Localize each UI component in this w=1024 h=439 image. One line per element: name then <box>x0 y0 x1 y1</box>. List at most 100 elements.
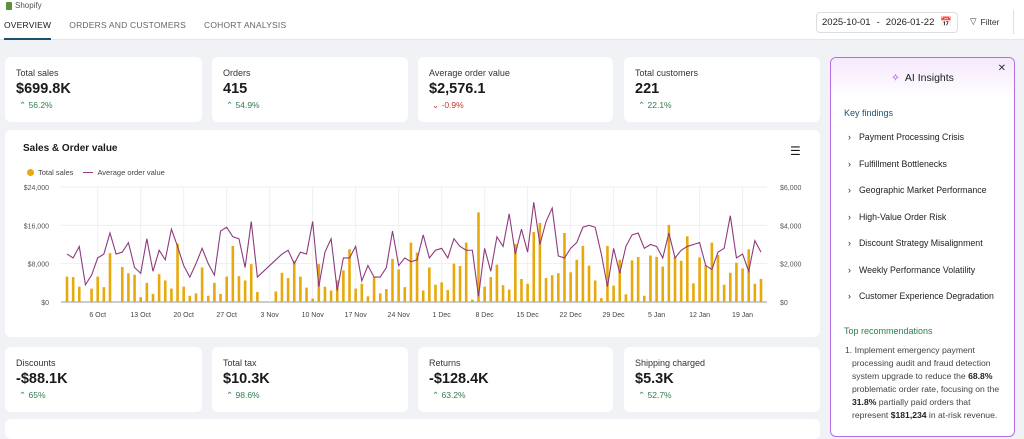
bar-total-sales[interactable] <box>612 285 615 302</box>
bar-total-sales[interactable] <box>716 255 720 302</box>
bar-total-sales[interactable] <box>65 276 69 302</box>
bar-total-sales[interactable] <box>649 255 652 302</box>
bar-total-sales[interactable] <box>90 288 93 302</box>
finding-item[interactable]: › Customer Experience Degradation <box>831 283 1014 310</box>
bar-total-sales[interactable] <box>323 286 327 302</box>
bar-total-sales[interactable] <box>342 270 345 302</box>
bar-total-sales[interactable] <box>163 280 167 302</box>
bar-total-sales[interactable] <box>679 260 683 302</box>
bar-total-sales[interactable] <box>692 283 695 302</box>
bar-total-sales[interactable] <box>139 297 142 302</box>
bar-total-sales[interactable] <box>151 293 155 302</box>
bar-total-sales[interactable] <box>741 268 744 302</box>
bar-total-sales[interactable] <box>102 287 106 302</box>
bar-total-sales[interactable] <box>698 257 701 302</box>
bar-total-sales[interactable] <box>753 283 757 302</box>
bar-total-sales[interactable] <box>120 267 124 302</box>
bar-total-sales[interactable] <box>206 295 210 302</box>
bar-total-sales[interactable] <box>477 212 480 302</box>
bar-total-sales[interactable] <box>563 233 566 302</box>
bar-total-sales[interactable] <box>520 279 523 302</box>
finding-item[interactable]: › Geographic Market Performance <box>831 177 1014 204</box>
bar-total-sales[interactable] <box>630 260 634 302</box>
bar-total-sales[interactable] <box>213 282 216 302</box>
finding-item[interactable]: › Discount Strategy Misalignment <box>831 230 1014 257</box>
bar-total-sales[interactable] <box>96 276 100 302</box>
bar-total-sales[interactable] <box>170 288 173 302</box>
bar-total-sales[interactable] <box>722 284 726 302</box>
date-start[interactable]: 2025-10-01 <box>822 17 871 28</box>
bar-total-sales[interactable] <box>636 256 640 302</box>
finding-item[interactable]: › Weekly Performance Volatility <box>831 257 1014 284</box>
menu-icon[interactable]: ☰ <box>790 144 801 158</box>
bar-total-sales[interactable] <box>127 273 130 302</box>
bar-total-sales[interactable] <box>673 256 677 302</box>
bar-total-sales[interactable] <box>735 262 738 302</box>
bar-total-sales[interactable] <box>600 298 603 302</box>
bar-total-sales[interactable] <box>372 277 376 302</box>
bar-total-sales[interactable] <box>176 243 179 302</box>
bar-total-sales[interactable] <box>471 299 474 302</box>
bar-total-sales[interactable] <box>704 265 708 302</box>
finding-item[interactable]: › Payment Processing Crisis <box>831 124 1014 151</box>
bar-total-sales[interactable] <box>243 280 247 302</box>
bar-total-sales[interactable] <box>587 265 591 302</box>
legend-aov[interactable]: Average order value <box>97 168 165 177</box>
bar-total-sales[interactable] <box>354 288 357 302</box>
bar-total-sales[interactable] <box>348 249 351 302</box>
bar-total-sales[interactable] <box>452 263 456 302</box>
bar-total-sales[interactable] <box>219 293 222 302</box>
bar-total-sales[interactable] <box>507 289 511 302</box>
bar-total-sales[interactable] <box>557 273 560 302</box>
finding-item[interactable]: › High-Value Order Risk <box>831 204 1014 231</box>
bar-total-sales[interactable] <box>415 252 419 302</box>
bar-total-sales[interactable] <box>133 274 136 302</box>
bar-total-sales[interactable] <box>446 290 450 302</box>
bar-total-sales[interactable] <box>759 279 763 302</box>
bar-total-sales[interactable] <box>360 283 364 302</box>
date-range-picker[interactable]: 2025-10-01 - 2026-01-22 📅 <box>816 12 958 33</box>
bar-total-sales[interactable] <box>544 278 548 302</box>
tab-cohort-analysis[interactable]: COHORT ANALYSIS <box>204 20 287 30</box>
bar-total-sales[interactable] <box>428 267 431 303</box>
bar-total-sales[interactable] <box>292 260 296 302</box>
bar-total-sales[interactable] <box>575 259 579 302</box>
bar-total-sales[interactable] <box>686 236 689 302</box>
tab-overview[interactable]: OVERVIEW <box>4 20 52 40</box>
bar-total-sales[interactable] <box>661 266 665 302</box>
close-icon[interactable]: ✕ <box>997 63 1006 74</box>
bar-total-sales[interactable] <box>378 293 382 302</box>
bar-total-sales[interactable] <box>366 296 370 302</box>
bar-total-sales[interactable] <box>606 245 609 302</box>
bar-total-sales[interactable] <box>311 298 314 302</box>
bar-total-sales[interactable] <box>532 232 536 302</box>
bar-total-sales[interactable] <box>194 293 198 302</box>
bar-total-sales[interactable] <box>489 277 493 302</box>
bar-total-sales[interactable] <box>299 276 302 302</box>
bar-total-sales[interactable] <box>728 272 732 302</box>
bar-total-sales[interactable] <box>550 275 554 302</box>
finding-item[interactable]: › Fulfillment Bottlenecks <box>831 151 1014 178</box>
calendar-icon[interactable]: 📅 <box>940 17 953 28</box>
bar-total-sales[interactable] <box>747 249 751 302</box>
bar-total-sales[interactable] <box>385 289 388 302</box>
filter-button[interactable]: ▽ Filter <box>970 16 999 27</box>
bar-total-sales[interactable] <box>145 282 149 302</box>
bar-total-sales[interactable] <box>403 287 407 302</box>
bar-total-sales[interactable] <box>329 290 333 303</box>
bar-total-sales[interactable] <box>157 274 161 302</box>
bar-total-sales[interactable] <box>108 253 112 302</box>
bar-total-sales[interactable] <box>397 269 400 302</box>
bar-total-sales[interactable] <box>225 276 228 302</box>
legend-total-sales[interactable]: Total sales <box>38 168 74 177</box>
date-end[interactable]: 2026-01-22 <box>885 17 935 28</box>
bar-total-sales[interactable] <box>421 290 425 303</box>
bar-total-sales[interactable] <box>200 267 204 303</box>
bar-total-sales[interactable] <box>188 295 192 302</box>
bar-total-sales[interactable] <box>305 287 308 302</box>
bar-total-sales[interactable] <box>569 272 572 302</box>
bar-total-sales[interactable] <box>434 284 437 302</box>
bar-total-sales[interactable] <box>624 294 628 302</box>
bar-total-sales[interactable] <box>335 280 339 302</box>
bar-total-sales[interactable] <box>495 264 499 302</box>
